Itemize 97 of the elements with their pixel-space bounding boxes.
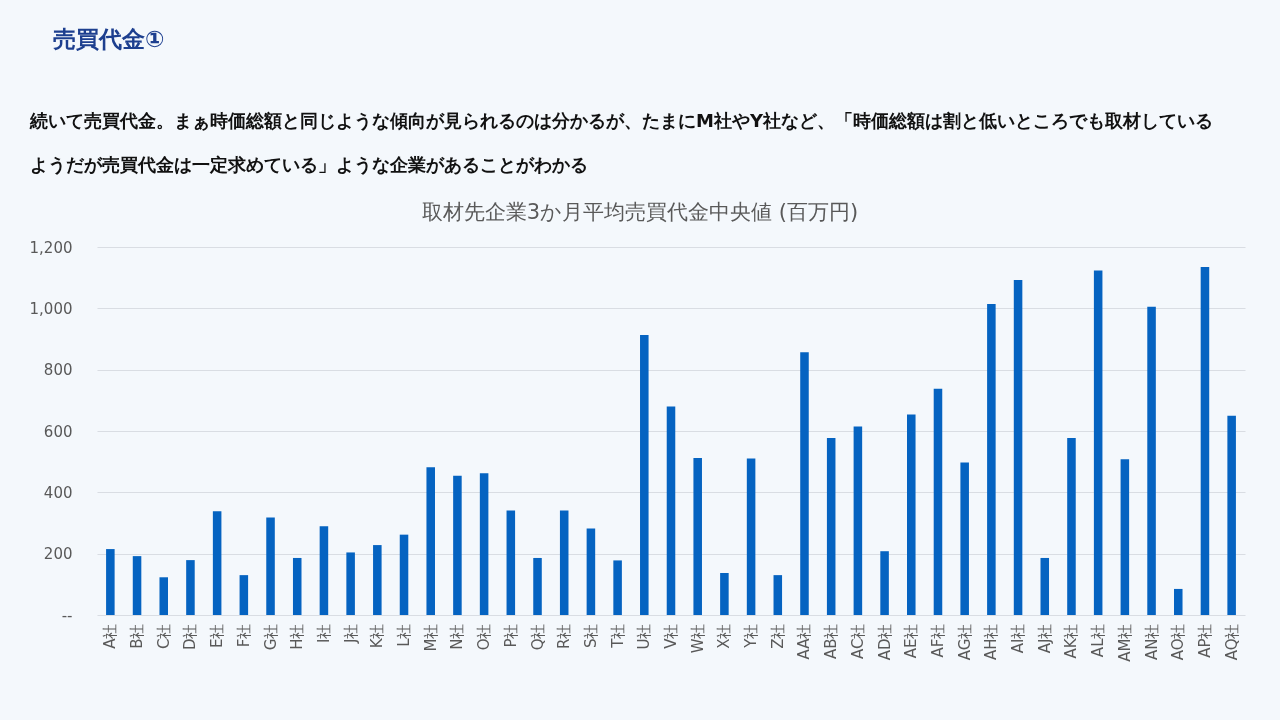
text: 売買代金① — [53, 26, 165, 52]
x-tick-label: AI社 — [1009, 623, 1028, 654]
y-tick-label: 1,200 — [29, 238, 73, 257]
x-tick-label: AA社 — [795, 623, 814, 660]
x-tick-label: T社 — [608, 623, 627, 649]
bar — [292, 557, 302, 615]
bar — [720, 572, 729, 615]
bar — [239, 575, 249, 615]
bar — [586, 528, 596, 615]
y-tick-label: 400 — [43, 483, 73, 502]
bar — [132, 556, 142, 615]
x-tick-label: AG社 — [955, 623, 974, 661]
bar — [693, 457, 702, 615]
x-tick-label: D社 — [181, 623, 200, 651]
bar — [533, 557, 542, 615]
x-tick-label: Q社 — [528, 623, 547, 651]
bar — [1093, 270, 1103, 615]
x-tick-label: B社 — [128, 623, 147, 649]
chart-title: 取材先企業3か月平均売買代金中央値 (百万円) — [421, 200, 859, 224]
y-tick-label: 1,000 — [29, 299, 73, 318]
bar — [1147, 306, 1156, 615]
x-tick-label: X社 — [715, 623, 734, 649]
y-tick-label: 200 — [43, 545, 73, 564]
bar — [159, 577, 169, 615]
x-tick-label: G社 — [261, 623, 280, 651]
text: 続いて売買代金。まぁ時価総額と同じような傾向が見られるのは分かるが、たまにM社やY社など、「時価総額は割と低いところでも取材している — [29, 110, 1213, 131]
bar — [640, 335, 649, 615]
bar — [800, 352, 809, 615]
bar — [506, 510, 516, 615]
bar — [479, 473, 489, 615]
bar — [613, 560, 622, 615]
bar — [1227, 415, 1236, 615]
x-tick-label: AQ社 — [1222, 623, 1241, 661]
x-tick-label: V社 — [662, 623, 680, 649]
x-tick-label: Z社 — [768, 623, 787, 649]
bar — [186, 560, 195, 615]
bar — [559, 510, 569, 615]
x-tick-label: R社 — [555, 623, 574, 649]
bar — [266, 517, 275, 615]
bar — [907, 414, 916, 615]
x-tick-label: U社 — [635, 623, 654, 650]
bar — [1067, 438, 1076, 615]
x-tick-label: AJ社 — [1035, 623, 1054, 654]
x-tick-label: AL社 — [1089, 623, 1108, 658]
bar — [1013, 280, 1023, 615]
x-tick-label: AF社 — [928, 623, 947, 658]
bar — [880, 551, 889, 615]
x-tick-label: AM社 — [1115, 623, 1134, 662]
bar — [346, 552, 355, 615]
bar — [987, 304, 996, 615]
bar — [212, 511, 222, 615]
y-tick-label: -- — [61, 606, 73, 625]
bar — [373, 545, 382, 615]
bar — [399, 534, 409, 615]
bar — [746, 458, 756, 615]
x-tick-label: AE社 — [902, 623, 921, 659]
x-tick-label: H社 — [288, 623, 307, 650]
x-tick-label: AH社 — [982, 623, 1001, 661]
x-tick-label: J社 — [341, 623, 360, 644]
x-tick-label: N社 — [448, 623, 467, 650]
text: ようだが売買代金は一定求めている」ような企業があることがわかる — [30, 154, 588, 175]
x-tick-label: A社 — [101, 623, 120, 649]
y-tick-label: 600 — [43, 422, 73, 441]
x-tick-label: F社 — [234, 623, 253, 648]
bar — [453, 475, 462, 615]
x-tick-label: S社 — [581, 623, 600, 649]
y-tick-label: 800 — [43, 361, 73, 380]
x-tick-label: AD社 — [875, 623, 894, 661]
bar — [426, 467, 435, 615]
bar — [933, 388, 943, 615]
x-tick-label: AO社 — [1169, 623, 1188, 661]
x-tick-label: M社 — [421, 623, 440, 652]
x-tick-label: P社 — [501, 623, 520, 648]
x-tick-label: K社 — [368, 623, 387, 649]
x-tick-label: AN社 — [1142, 623, 1161, 660]
x-tick-label: AC社 — [848, 623, 867, 659]
bar — [106, 549, 115, 615]
bar — [1120, 459, 1130, 615]
bar — [1200, 266, 1210, 615]
bar — [853, 426, 863, 615]
bar — [1040, 557, 1050, 615]
bar — [666, 406, 676, 615]
x-tick-label: AK社 — [1062, 623, 1081, 659]
bar — [319, 526, 329, 615]
x-tick-label: Y社 — [742, 623, 761, 649]
x-tick-label: AP社 — [1195, 623, 1214, 658]
bar — [960, 462, 969, 615]
x-tick-label: I社 — [314, 623, 333, 643]
x-tick-label: W社 — [688, 623, 707, 654]
bar — [1173, 588, 1183, 615]
x-tick-label: E社 — [208, 623, 227, 648]
x-tick-label: AB社 — [822, 623, 841, 660]
bar — [826, 438, 836, 615]
x-tick-label: O社 — [475, 623, 494, 651]
bar — [773, 575, 783, 615]
x-tick-label: L社 — [395, 623, 414, 647]
x-tick-label: C社 — [154, 623, 173, 649]
